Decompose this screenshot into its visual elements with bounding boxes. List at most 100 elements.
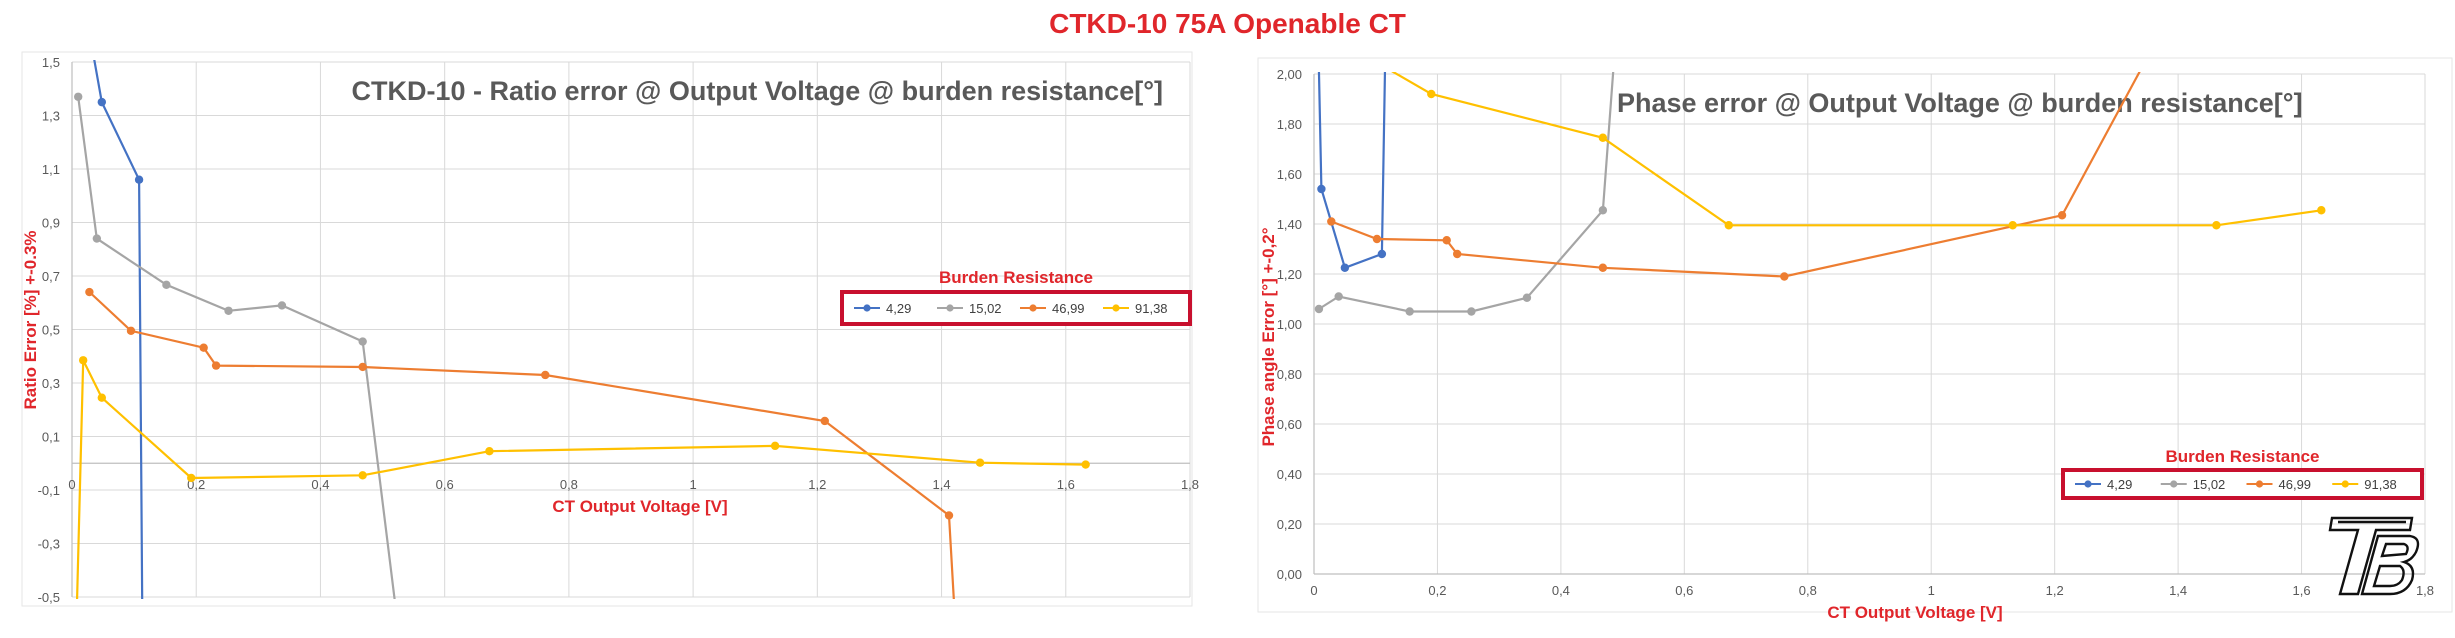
x-tick-label: 0 xyxy=(68,477,75,492)
legend-title: Burden Resistance xyxy=(2166,447,2320,466)
y-tick-label: 0,3 xyxy=(42,376,60,391)
y-tick-label: 0,1 xyxy=(42,430,60,445)
chart-title: Phase error @ Output Voltage @ burden re… xyxy=(1617,88,2303,118)
legend-swatch-marker xyxy=(863,304,871,312)
series-line xyxy=(1318,72,1615,313)
data-point xyxy=(1377,249,1387,259)
legend-swatch-marker xyxy=(2341,480,2349,488)
data-point xyxy=(1780,272,1789,281)
legend-entry: 15,02 xyxy=(2193,477,2226,492)
chart-1: 0 0,2 0,4 0,6 0,8 1 1,2 1,4 1,6 1,8-0,5-0,3-0,10,… xyxy=(21,51,1199,607)
data-point xyxy=(2212,221,2221,230)
data-point xyxy=(162,280,171,290)
data-point xyxy=(97,393,107,402)
data-point xyxy=(1452,249,1462,259)
y-tick-label: 1,3 xyxy=(42,109,60,124)
x-tick-label: 1,4 xyxy=(933,477,951,492)
legend-entry: 46,99 xyxy=(2279,477,2312,492)
y-tick-label: 0,9 xyxy=(42,216,60,231)
x-tick-label: 0,8 xyxy=(560,477,578,492)
data-point xyxy=(211,361,221,370)
y-tick-label: 0,40 xyxy=(1277,467,1302,482)
data-point xyxy=(1327,217,1336,226)
data-point xyxy=(1522,293,1532,302)
x-tick-label: 1 xyxy=(1928,583,1935,598)
series-91-38 xyxy=(75,356,1090,599)
series-15-02 xyxy=(74,92,396,599)
data-point xyxy=(85,287,94,297)
y-tick-label: 1,00 xyxy=(1277,317,1302,332)
data-point xyxy=(1442,236,1451,245)
legend-box xyxy=(840,290,1192,326)
chart-frame xyxy=(1257,57,2453,613)
y-tick-label: 0,00 xyxy=(1277,567,1302,582)
data-point xyxy=(1314,304,1324,314)
data-point xyxy=(1427,89,1436,99)
x-axis-label: CT Output Voltage [V] xyxy=(552,497,727,516)
x-tick-label: 0,8 xyxy=(1799,583,1817,598)
legend: Burden Resistance 4,29 15,02 46,99 91,38 xyxy=(840,268,1192,326)
x-tick-label: 1 xyxy=(689,477,696,492)
y-tick-label: 2,00 xyxy=(1277,67,1302,82)
legend-entry: 91,38 xyxy=(1135,301,1168,316)
data-point xyxy=(541,370,550,380)
y-tick-label: 1,5 xyxy=(42,55,60,70)
data-point xyxy=(1598,133,1608,142)
x-tick-label: 0 xyxy=(1310,583,1317,598)
y-tick-label: -0,3 xyxy=(38,537,60,552)
legend-entry: 4,29 xyxy=(2107,477,2132,492)
x-tick-label: 1,4 xyxy=(2169,583,2187,598)
data-point xyxy=(78,356,88,365)
x-tick-label: 1,8 xyxy=(1181,477,1199,492)
x-tick-label: 0,4 xyxy=(311,477,329,492)
y-tick-label: 1,20 xyxy=(1277,267,1302,282)
x-tick-label: 1,2 xyxy=(808,477,826,492)
y-axis-label: Ratio Error [%] +-0.3% xyxy=(21,230,40,409)
data-point xyxy=(1334,292,1343,301)
data-point xyxy=(358,337,367,346)
data-point xyxy=(2008,221,2017,230)
y-tick-label: 0,7 xyxy=(42,269,60,284)
page-title: CTKD-10 75A Openable CT xyxy=(1049,8,1406,39)
x-tick-label: 0,6 xyxy=(436,477,454,492)
legend-entry: 91,38 xyxy=(2364,477,2397,492)
chart-frame xyxy=(21,51,1193,607)
data-point xyxy=(2057,211,2067,220)
legend-entry: 4,29 xyxy=(886,301,911,316)
y-tick-label: 1,60 xyxy=(1277,167,1302,182)
data-point xyxy=(770,441,780,451)
x-axis-label: CT Output Voltage [V] xyxy=(1827,603,2002,622)
series-46-99 xyxy=(85,287,955,599)
y-tick-label: 0,5 xyxy=(42,323,60,338)
data-point xyxy=(2317,206,2326,215)
series-line xyxy=(93,60,144,599)
chart-title: CTKD-10 - Ratio error @ Output Voltage @… xyxy=(351,76,1163,106)
tb-logo-icon xyxy=(2328,516,2420,596)
series-line xyxy=(77,96,396,599)
data-point xyxy=(485,447,494,456)
data-point xyxy=(1317,184,1326,194)
y-tick-label: -0,1 xyxy=(38,483,60,498)
chart-2: 0 0,2 0,4 0,6 0,8 1 1,2 1,4 1,6 1,8 0,00 0,20 0,40 0,… xyxy=(1257,57,2453,622)
data-point xyxy=(358,362,367,372)
data-point xyxy=(820,416,829,426)
legend-entry: 46,99 xyxy=(1052,301,1085,316)
data-point xyxy=(1405,307,1414,316)
y-axis-label: Phase angle Error [°] +-0,2° xyxy=(1259,227,1278,446)
data-point xyxy=(277,301,287,310)
data-point xyxy=(187,473,196,483)
legend-box xyxy=(2061,468,2424,500)
y-tick-label: 1,40 xyxy=(1277,217,1302,232)
y-tick-label: 1,1 xyxy=(42,162,60,177)
y-tick-label: 1,80 xyxy=(1277,117,1302,132)
legend-swatch-marker xyxy=(2255,480,2264,488)
legend-swatch-marker xyxy=(1029,304,1037,312)
x-tick-label: 1,6 xyxy=(2293,583,2311,598)
series-91-38 xyxy=(1391,72,2326,230)
data-point xyxy=(1467,307,1476,316)
legend: Burden Resistance 4,29 15,02 46,99 91,38 xyxy=(2061,447,2424,500)
x-tick-label: 0,2 xyxy=(1428,583,1446,598)
data-point xyxy=(1081,460,1090,469)
y-tick-label: 0,20 xyxy=(1277,517,1302,532)
x-tick-label: 0,6 xyxy=(1675,583,1693,598)
